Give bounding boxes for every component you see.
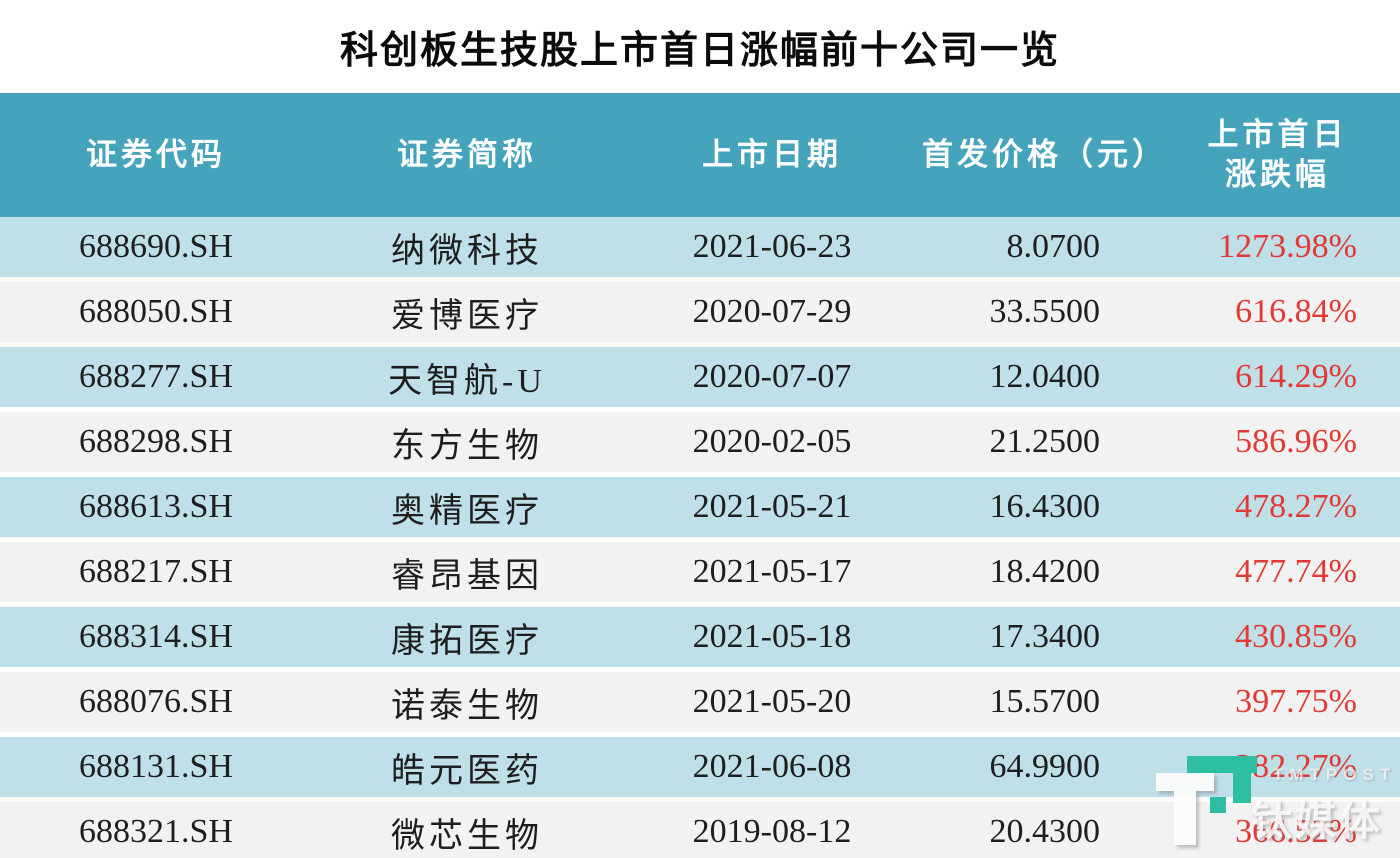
cell-listing-date: 2020-07-07 xyxy=(692,358,852,395)
cell-first-day-change: 382.27% xyxy=(1235,748,1357,785)
cell-security-name: 诺泰生物 xyxy=(391,687,543,725)
cell-first-day-change: 430.85% xyxy=(1235,618,1357,655)
cell-security-name: 爱博医疗 xyxy=(391,297,543,335)
cell-listing-date: 2020-07-29 xyxy=(692,293,852,330)
cell-security-code: 688690.SH xyxy=(79,228,233,265)
cell-security-code: 688131.SH xyxy=(79,748,233,785)
cell-security-name: 奥精医疗 xyxy=(391,492,543,530)
cell-ipo-price: 17.3400 xyxy=(989,618,1101,655)
cell-security-name: 睿昂基因 xyxy=(391,557,543,595)
cell-security-name: 微芯生物 xyxy=(391,817,543,855)
cell-listing-date: 2021-05-20 xyxy=(692,683,852,720)
cell-ipo-price: 21.2500 xyxy=(989,423,1101,460)
cell-listing-date: 2021-06-08 xyxy=(692,748,852,785)
header-cell-name: 证券简称 xyxy=(397,137,537,173)
table-row: 688298.SH 东方生物 2020-02-05 21.2500 586.96… xyxy=(0,412,1400,472)
cell-listing-date: 2021-05-17 xyxy=(692,553,852,590)
header-cell-price: 首发价格（元） xyxy=(922,137,1167,173)
title-bar: 科创板生技股上市首日涨幅前十公司一览 xyxy=(0,0,1400,93)
cell-first-day-change: 397.75% xyxy=(1235,683,1357,720)
cell-first-day-change: 616.84% xyxy=(1235,293,1357,330)
cell-ipo-price: 12.0400 xyxy=(989,358,1101,395)
table-row: 688613.SH 奥精医疗 2021-05-21 16.4300 478.27… xyxy=(0,477,1400,537)
table-header-row: 证券代码 证券简称 上市日期 首发价格（元） 上市首日 涨跌幅 xyxy=(0,93,1400,217)
cell-ipo-price: 8.0700 xyxy=(1006,228,1101,265)
cell-listing-date: 2020-02-05 xyxy=(692,423,852,460)
cell-ipo-price: 20.4300 xyxy=(989,813,1101,850)
table-row: 688321.SH 微芯生物 2019-08-12 20.4300 366.52… xyxy=(0,802,1400,858)
cell-security-name: 天智航-U xyxy=(388,362,546,400)
header-cell-code: 证券代码 xyxy=(86,137,226,173)
cell-first-day-change: 477.74% xyxy=(1235,553,1357,590)
table-row: 688076.SH 诺泰生物 2021-05-20 15.5700 397.75… xyxy=(0,672,1400,732)
cell-security-code: 688217.SH xyxy=(79,553,233,590)
cell-security-code: 688298.SH xyxy=(79,423,233,460)
cell-ipo-price: 18.4200 xyxy=(989,553,1101,590)
header-cell-date: 上市日期 xyxy=(702,137,842,173)
cell-security-name: 皓元医药 xyxy=(391,752,543,790)
cell-first-day-change: 366.52% xyxy=(1235,813,1357,850)
cell-listing-date: 2021-05-21 xyxy=(692,488,852,525)
cell-security-code: 688321.SH xyxy=(79,813,233,850)
table-row: 688131.SH 皓元医药 2021-06-08 64.9900 382.27… xyxy=(0,737,1400,797)
cell-first-day-change: 614.29% xyxy=(1235,358,1357,395)
header-cell-pct: 上市首日 涨跌幅 xyxy=(1207,117,1348,192)
cell-listing-date: 2021-05-18 xyxy=(692,618,852,655)
cell-listing-date: 2019-08-12 xyxy=(692,813,852,850)
cell-listing-date: 2021-06-23 xyxy=(692,228,852,265)
table-row: 688277.SH 天智航-U 2020-07-07 12.0400 614.2… xyxy=(0,347,1400,407)
cell-first-day-change: 586.96% xyxy=(1235,423,1357,460)
cell-ipo-price: 64.9900 xyxy=(989,748,1101,785)
page-title: 科创板生技股上市首日涨幅前十公司一览 xyxy=(339,30,1060,72)
table-row: 688217.SH 睿昂基因 2021-05-17 18.4200 477.74… xyxy=(0,542,1400,602)
cell-security-code: 688613.SH xyxy=(79,488,233,525)
table-row: 688314.SH 康拓医疗 2021-05-18 17.3400 430.85… xyxy=(0,607,1400,667)
cell-ipo-price: 15.5700 xyxy=(989,683,1101,720)
table-body: 688690.SH 纳微科技 2021-06-23 8.0700 1273.98… xyxy=(0,217,1400,858)
cell-security-name: 纳微科技 xyxy=(391,232,543,270)
cell-ipo-price: 33.5500 xyxy=(989,293,1101,330)
cell-security-code: 688277.SH xyxy=(79,358,233,395)
cell-security-code: 688314.SH xyxy=(79,618,233,655)
cell-security-name: 康拓医疗 xyxy=(391,622,543,660)
table-row: 688690.SH 纳微科技 2021-06-23 8.0700 1273.98… xyxy=(0,217,1400,277)
cell-security-code: 688050.SH xyxy=(79,293,233,330)
cell-first-day-change: 478.27% xyxy=(1235,488,1357,525)
table-row: 688050.SH 爱博医疗 2020-07-29 33.5500 616.84… xyxy=(0,282,1400,342)
cell-security-code: 688076.SH xyxy=(79,683,233,720)
cell-first-day-change: 1273.98% xyxy=(1218,228,1357,265)
cell-ipo-price: 16.4300 xyxy=(989,488,1101,525)
cell-security-name: 东方生物 xyxy=(391,427,543,465)
